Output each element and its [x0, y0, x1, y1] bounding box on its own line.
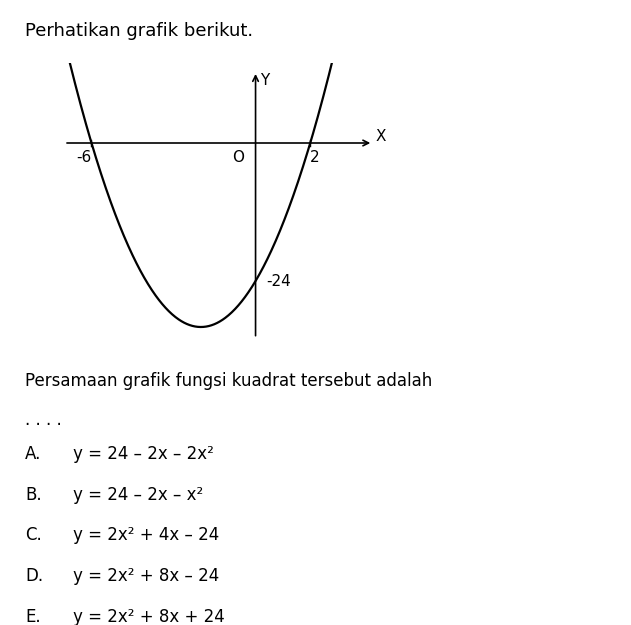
Text: y = 24 – 2x – 2x²: y = 24 – 2x – 2x² [73, 445, 213, 463]
Text: y = 24 – 2x – x²: y = 24 – 2x – x² [73, 486, 203, 504]
Text: O: O [233, 150, 245, 165]
Text: y = 2x² + 8x + 24: y = 2x² + 8x + 24 [73, 608, 224, 625]
Text: B.: B. [25, 486, 42, 504]
Text: -24: -24 [266, 274, 292, 289]
Text: 2: 2 [310, 150, 320, 165]
Text: A.: A. [25, 445, 42, 463]
Text: C.: C. [25, 526, 42, 544]
Text: D.: D. [25, 567, 44, 585]
Text: Perhatikan grafik berikut.: Perhatikan grafik berikut. [25, 22, 254, 40]
Text: Persamaan grafik fungsi kuadrat tersebut adalah: Persamaan grafik fungsi kuadrat tersebut… [25, 372, 432, 390]
Text: y = 2x² + 8x – 24: y = 2x² + 8x – 24 [73, 567, 219, 585]
Text: Y: Y [261, 73, 269, 88]
Text: E.: E. [25, 608, 41, 625]
Text: y = 2x² + 4x – 24: y = 2x² + 4x – 24 [73, 526, 219, 544]
Text: . . . .: . . . . [25, 411, 62, 429]
Text: X: X [376, 129, 386, 144]
Text: -6: -6 [76, 150, 91, 165]
